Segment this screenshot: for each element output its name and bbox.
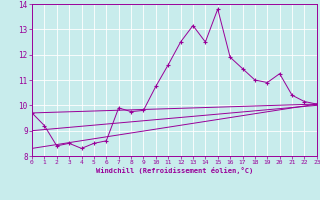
X-axis label: Windchill (Refroidissement éolien,°C): Windchill (Refroidissement éolien,°C) bbox=[96, 167, 253, 174]
